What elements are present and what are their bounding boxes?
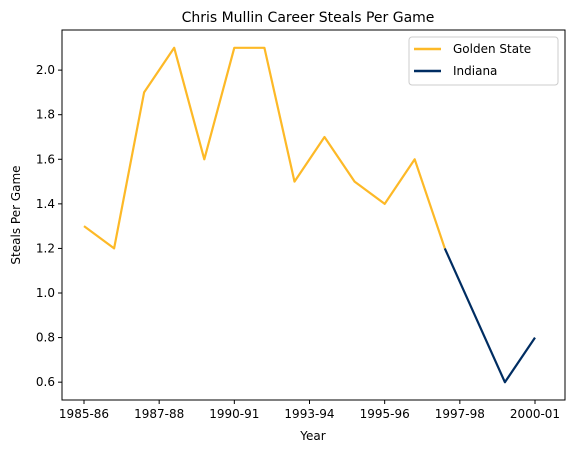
- y-tick-label: 2.0: [36, 63, 55, 77]
- chart-title: Chris Mullin Career Steals Per Game: [182, 10, 435, 26]
- x-tick-label: 1987-88: [134, 407, 184, 421]
- y-axis-label: Steals Per Game: [9, 165, 23, 264]
- y-tick-label: 1.2: [36, 241, 55, 255]
- series-line-golden-state: [83, 46, 446, 250]
- plot-frame: [61, 29, 566, 401]
- x-tick-label: 1990-91: [209, 407, 259, 421]
- x-tick-label: 1985-86: [59, 407, 109, 421]
- y-axis-ticks: 0.6 0.8 1.0 1.2 1.4 1.6 1.8 2.0: [36, 63, 62, 389]
- x-axis-ticks: 1985-86 1987-88 1990-91 1993-94 1995-96 1997-…: [59, 400, 560, 421]
- x-tick-label: 1993-94: [284, 407, 334, 421]
- series-line-indiana: [443, 247, 536, 384]
- y-tick-label: 1.8: [36, 108, 55, 122]
- y-tick-label: 1.4: [36, 197, 55, 211]
- legend-label-indiana: Indiana: [453, 64, 497, 78]
- legend-box: [408, 36, 559, 86]
- y-tick-label: 0.6: [36, 375, 55, 389]
- x-tick-label: 1995-96: [360, 407, 410, 421]
- y-tick-label: 0.8: [36, 331, 55, 345]
- legend: Golden State Indiana: [408, 36, 559, 86]
- y-tick-label: 1.6: [36, 152, 55, 166]
- x-tick-label: 1997-98: [435, 407, 485, 421]
- y-tick-label: 1.0: [36, 286, 55, 300]
- series-layer: [83, 46, 536, 384]
- x-tick-label: 2000-01: [510, 407, 560, 421]
- x-axis-label: Year: [299, 429, 325, 443]
- legend-label-golden-state: Golden State: [453, 42, 531, 56]
